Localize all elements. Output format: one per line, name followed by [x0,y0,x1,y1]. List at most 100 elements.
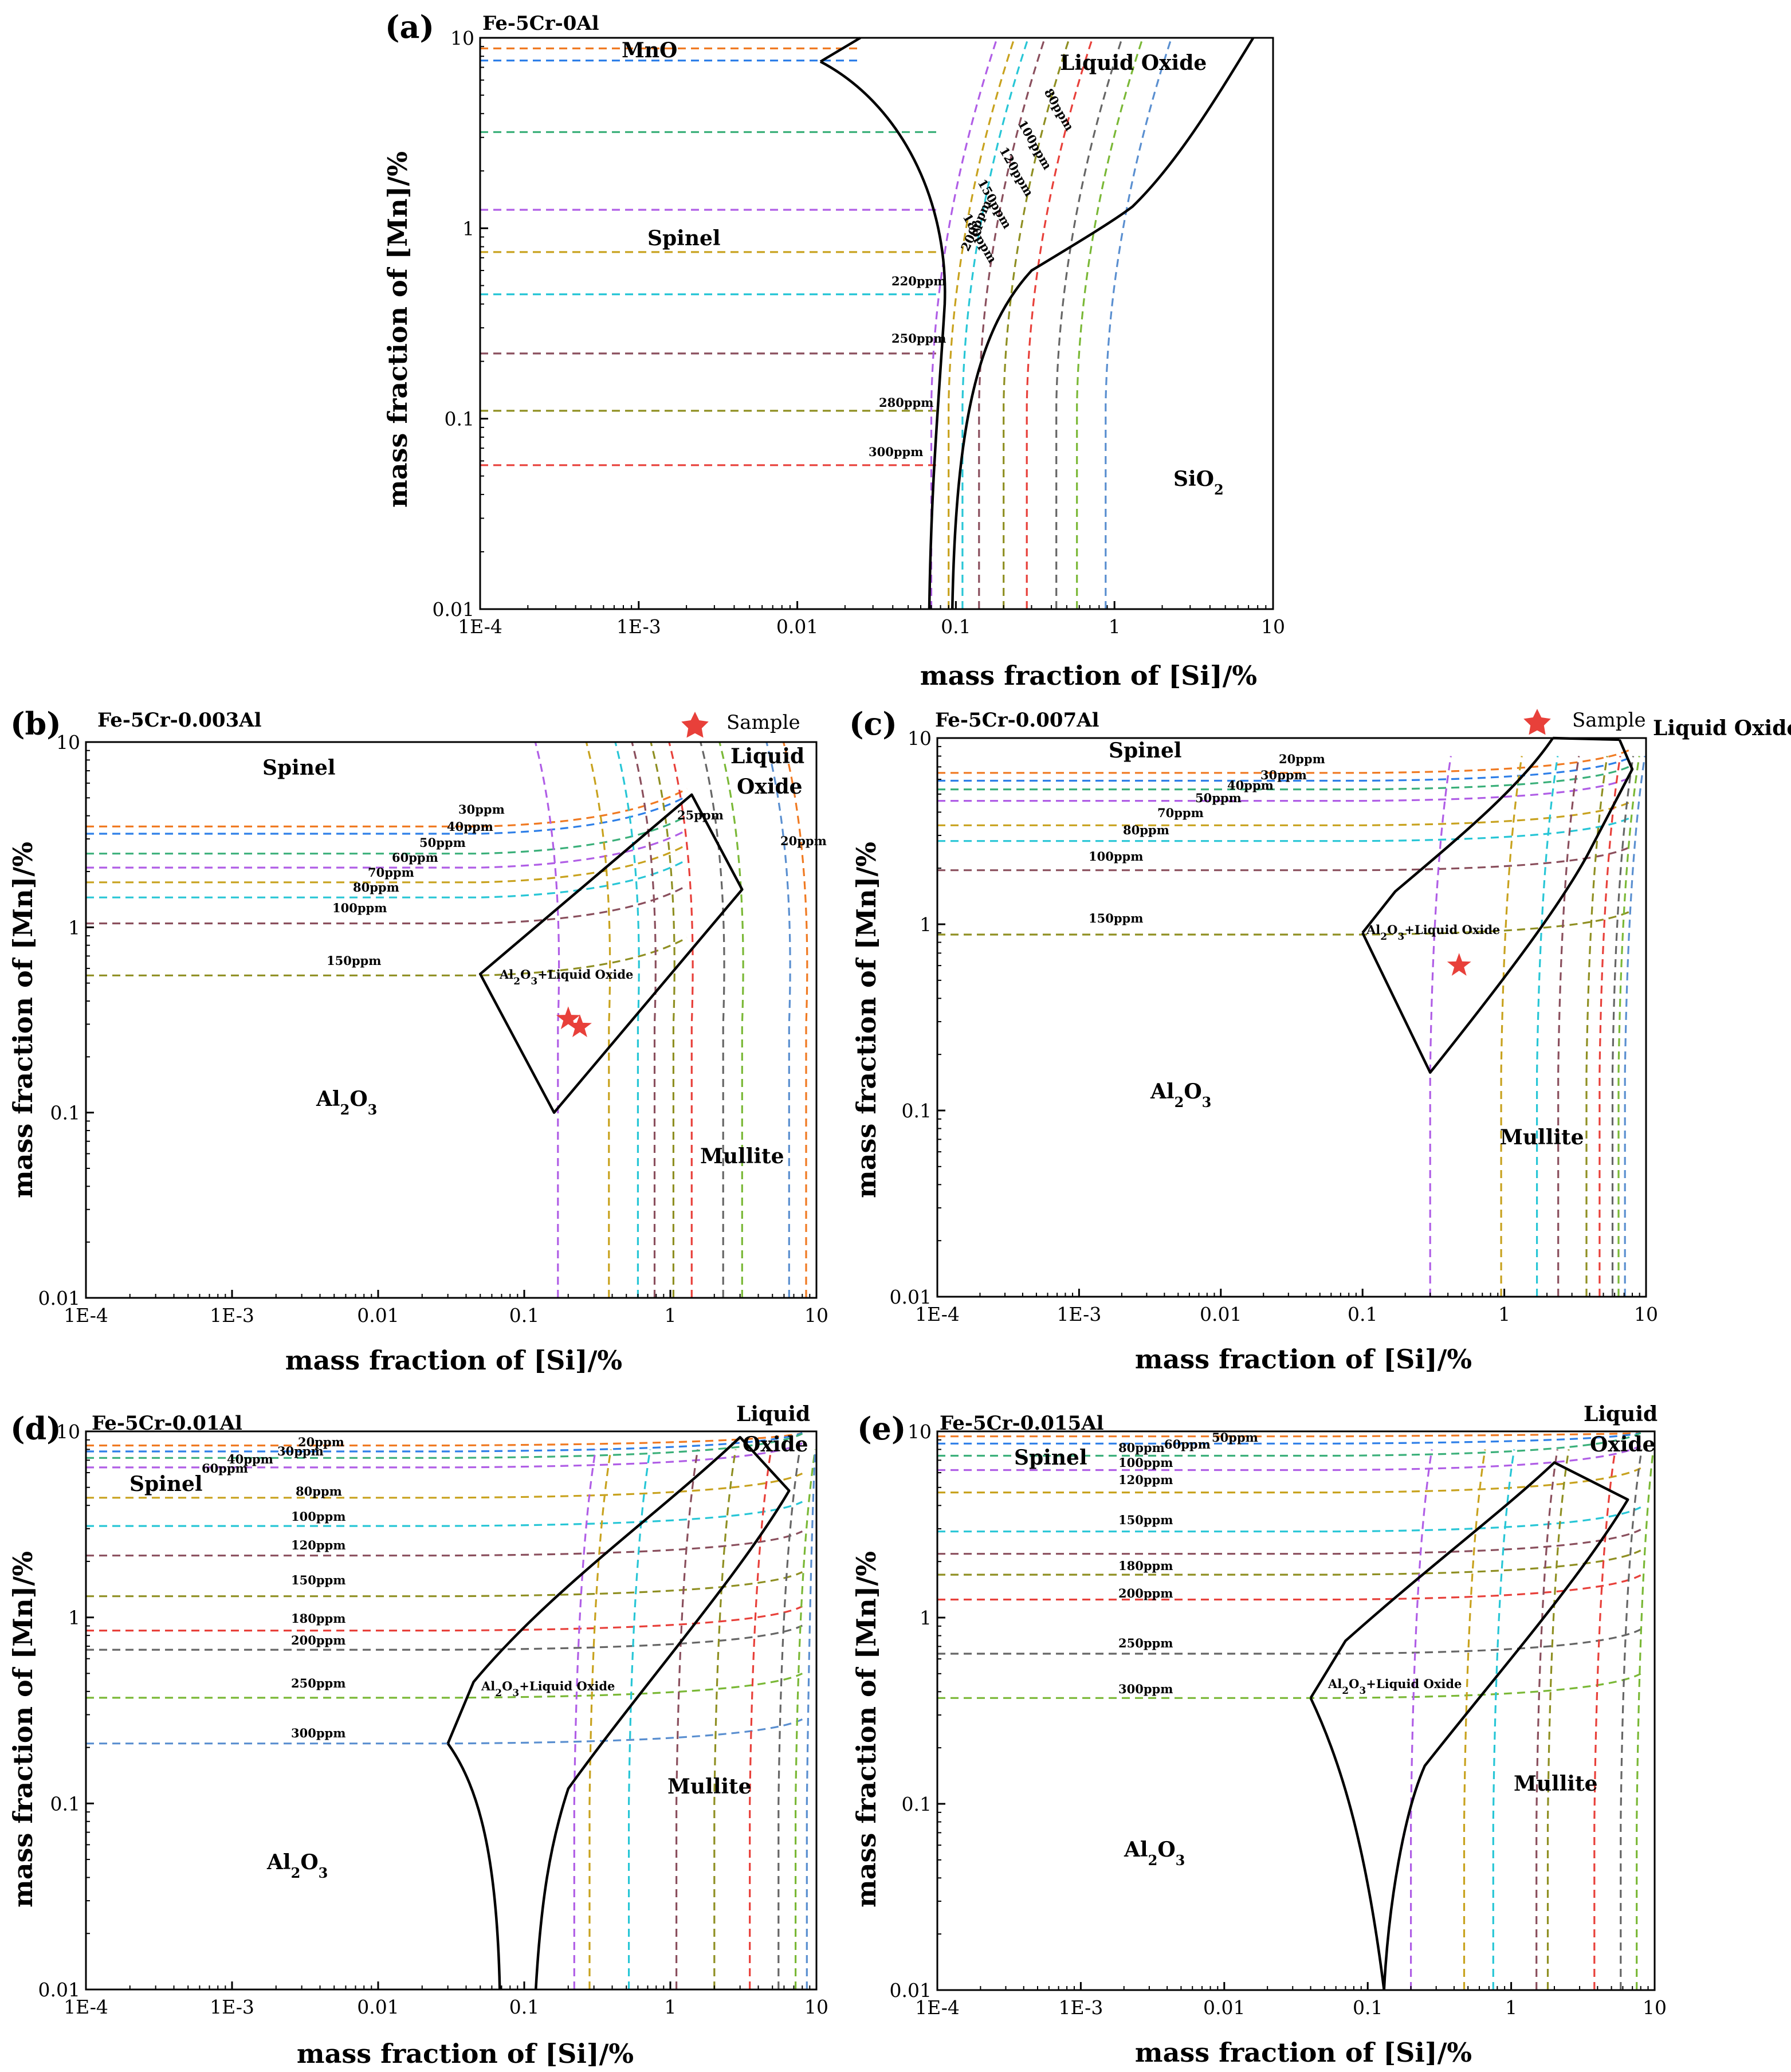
x-axis-tick-label: 1E-4 [64,1304,108,1327]
ppm-label: 200ppm [1118,1586,1173,1600]
panel-d-label: (d) [10,1410,61,1447]
y-axis-tick-label: 10 [56,731,80,754]
mn-isoline [937,1628,1641,1655]
si-isoline [1546,1449,1570,1990]
ppm-label: 40ppm [227,1452,273,1466]
panel-d-y-axis-label: mass fraction of [Mn]/% [7,1551,38,1908]
si-isoline [1624,756,1646,1297]
mn-isoline [937,800,1633,826]
ppm-label: 60ppm [202,1461,248,1475]
x-axis-tick-label: 0.01 [1200,1303,1242,1325]
x-axis-tick-label: 1 [665,1996,677,2018]
y-axis-tick-label: 0.01 [890,1979,932,2002]
ppm-label: 20ppm [298,1435,344,1449]
region-label-spinel: Spinel [1109,739,1182,763]
mn-isoline [937,1432,1641,1457]
legend-sample-label: Sample [726,711,800,734]
x-axis-tick-label: 1E-3 [210,1304,254,1327]
mn-isoline [86,858,688,898]
region-label-oxide: Oxide [1590,1433,1656,1457]
ppm-label: 250ppm [891,331,946,346]
mn-isoline [937,764,1633,791]
mn-isoline [86,936,688,976]
panel-e-y-axis-label: mass fraction of [Mn]/% [851,1551,882,1908]
ppm-label: 70ppm [1157,806,1204,820]
region-label-mno: MnO [622,38,677,62]
phase-boundary-al2o3-liquid-oxide [1309,1461,1629,1991]
panel-c-label: (c) [849,705,897,742]
ppm-label: 80ppm [1118,1441,1165,1455]
mn-isoline [86,1530,803,1557]
x-axis-tick-label: 1 [1498,1303,1510,1325]
si-isoline [631,741,657,1298]
ppm-label: 150ppm [327,953,381,968]
panel-b-axis-ticks: 1E-4 1E-3 0.01 0.1 1 10 0.01 0.1 1 10 [38,731,828,1327]
region-label-al2o3: Al2O3 [1124,1838,1185,1869]
region-label-oxide: Oxide [743,1433,808,1457]
ppm-label: 30ppm [277,1444,324,1458]
region-label-al2o3: Al2O3 [316,1087,377,1118]
si-isoline [668,741,694,1298]
si-isoline [806,1449,816,1989]
ppm-label: 300ppm [869,445,923,459]
mn-isoline [86,1571,803,1598]
x-axis-tick-label: 10 [1634,1303,1658,1325]
mn-isoline [937,1528,1641,1555]
si-isoline [650,741,675,1298]
mn-isoline [937,845,1633,872]
ppm-label: 80ppm [353,880,399,894]
si-isoline [1429,756,1452,1297]
y-axis-tick-label: 1 [920,1607,932,1629]
ppm-label: 180ppm [1118,1559,1173,1573]
panel-c-title: Fe-5Cr-0.007Al [935,709,1099,732]
region-label-spinel: Spinel [262,756,336,780]
si-isoline [961,37,1030,609]
panel-a-phase-boundaries [819,37,1255,610]
ppm-label: 300ppm [291,1726,345,1740]
legend-star-icon [681,712,709,738]
region-label-spinel: Spinel [129,1472,203,1496]
si-isoline [718,741,744,1298]
mn-isoline [86,815,688,855]
panel-b-plot-frame [85,741,818,1299]
y-axis-tick-label: 0.01 [38,1979,80,2001]
si-isoline [588,1449,612,1989]
region-label-al2o3-liquid-oxide: Al2O3+Liquid Oxide [499,967,633,987]
ppm-label: 20ppm [780,834,827,848]
panel-b-sample-points [556,1006,592,1037]
ppm-label: 120ppm [1118,1473,1173,1487]
mn-isoline [937,1432,1641,1438]
x-axis-tick-label: 0.1 [509,1996,539,2018]
si-isoline [573,1449,597,1989]
si-isoline [1026,37,1094,609]
ppm-label: 50ppm [419,835,466,850]
panel-c-sample-points [1447,953,1471,976]
x-axis-tick-label: 0.1 [1348,1303,1377,1325]
ppm-label: 30ppm [458,802,505,817]
si-isoline [585,741,611,1298]
x-axis-tick-label: 1E-3 [1058,1996,1103,2019]
x-axis-tick-label: 1E-3 [210,1996,254,2018]
si-isoline [1636,1449,1655,1990]
panel-e-label: (e) [857,1410,906,1447]
mn-isoline [86,1718,803,1745]
panel-c-x-axis-label: mass fraction of [Si]/% [1135,1344,1472,1375]
ppm-label: 220ppm [891,274,946,288]
region-label-sio2: SiO2 [1173,467,1224,498]
ppm-label: 100ppm [291,1509,345,1524]
sample-point-star-icon [556,1006,580,1030]
phase-boundary-spinel [819,60,946,610]
x-axis-tick-label: 1 [665,1304,677,1327]
ppm-label: 120ppm [997,144,1036,199]
phase-boundary-sio2 [951,37,1255,610]
panel-d-lines [86,1432,816,1989]
si-isoline [1535,1449,1558,1990]
ppm-label: 100ppm [332,901,387,915]
mn-isoline [86,1432,803,1447]
panel-b: (b) Fe-5Cr-0.003Al 1E-4 1E-3 0.01 0.1 1 10 0.0… [7,705,828,1376]
ppm-label: 120ppm [291,1538,345,1552]
panel-a-plot-frame [479,37,1274,610]
region-label-mullite: Mullite [1514,1772,1598,1796]
ppm-label: 60ppm [392,850,438,865]
mn-isoline [937,1673,1641,1699]
